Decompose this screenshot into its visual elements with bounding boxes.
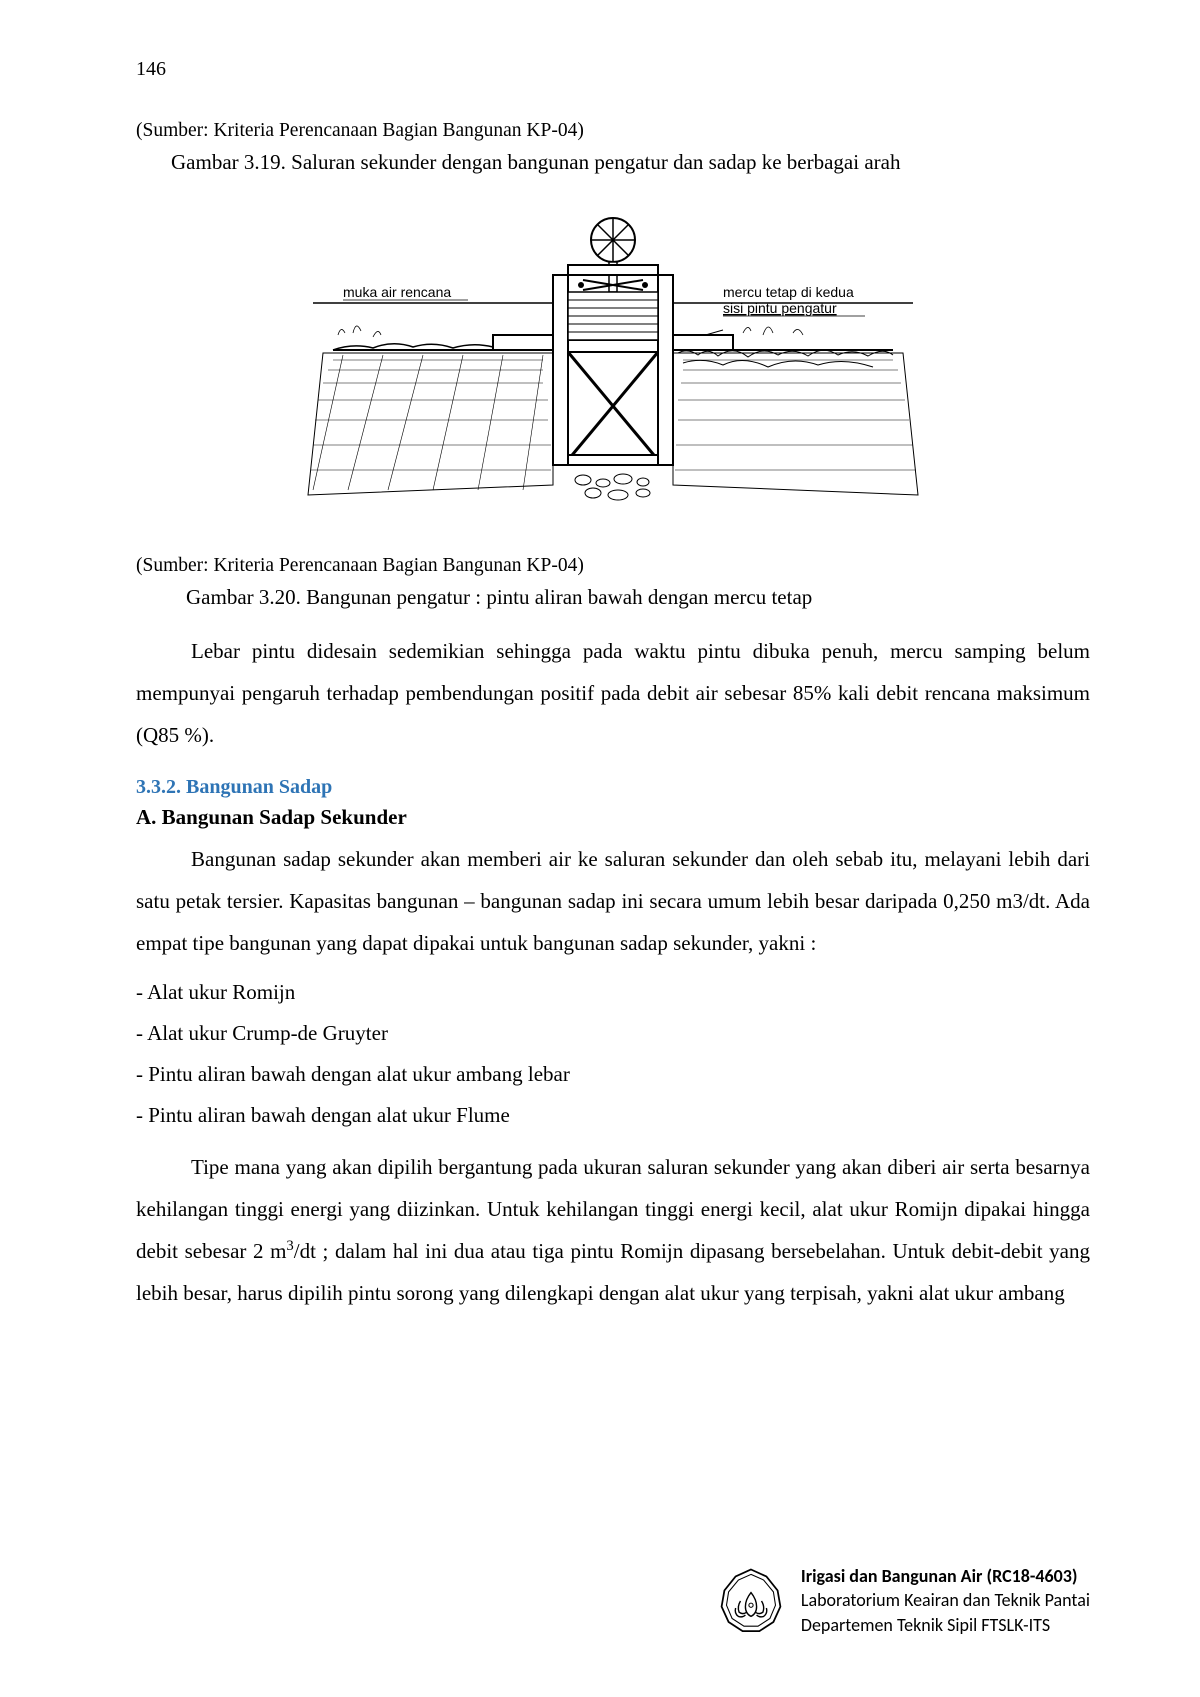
list-item-2: - Alat ukur Crump-de Gruyter <box>136 1013 1090 1054</box>
paragraph-2: Bangunan sadap sekunder akan memberi air… <box>136 838 1090 964</box>
figure-caption-2: Gambar 3.20. Bangunan pengatur : pintu a… <box>186 585 1090 610</box>
footer-department: Departemen Teknik Sipil FTSLK-ITS <box>801 1613 1090 1637</box>
figure-label-left: muka air rencana <box>343 284 451 300</box>
subsection-heading-a: A. Bangunan Sadap Sekunder <box>136 805 1090 830</box>
page-footer: Irigasi dan Bangunan Air (RC18-4603) Lab… <box>716 1564 1090 1637</box>
paragraph-3: Tipe mana yang akan dipilih bergantung p… <box>136 1146 1090 1314</box>
footer-course-title: Irigasi dan Bangunan Air (RC18-4603) <box>801 1564 1090 1588</box>
figure-label-right-1: mercu tetap di kedua <box>723 284 854 300</box>
figure-source-1: (Sumber: Kriteria Perencanaan Bagian Ban… <box>136 120 1090 142</box>
list-item-1: - Alat ukur Romijn <box>136 972 1090 1013</box>
list-item-4: - Pintu aliran bawah dengan alat ukur Fl… <box>136 1095 1090 1136</box>
page-number: 146 <box>136 58 166 81</box>
paragraph-1: Lebar pintu didesain sedemikian sehingga… <box>136 630 1090 756</box>
figure-caption-1: Gambar 3.19. Saluran sekunder dengan ban… <box>171 150 1090 175</box>
section-heading-3-3-2: 3.3.2. Bangunan Sadap <box>136 776 1090 799</box>
its-logo-icon <box>716 1566 786 1636</box>
footer-lab-name: Laboratorium Keairan dan Teknik Pantai <box>801 1588 1090 1612</box>
figure-source-2: (Sumber: Kriteria Perencanaan Bagian Ban… <box>136 555 1090 577</box>
figure-3-20: muka air rencana mercu tetap di kedua si… <box>293 205 933 525</box>
list-item-3: - Pintu aliran bawah dengan alat ukur am… <box>136 1054 1090 1095</box>
